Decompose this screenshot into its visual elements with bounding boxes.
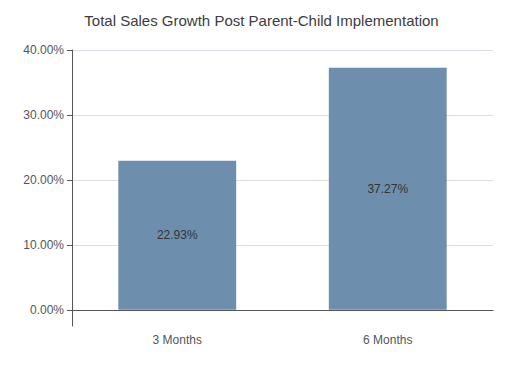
svg-text:37.27%: 37.27% (367, 182, 408, 196)
svg-text:40.00%: 40.00% (23, 43, 64, 57)
svg-text:0.00%: 0.00% (30, 303, 64, 317)
svg-text:6 Months: 6 Months (363, 333, 412, 347)
svg-text:20.00%: 20.00% (23, 173, 64, 187)
svg-text:3 Months: 3 Months (153, 333, 202, 347)
svg-text:30.00%: 30.00% (23, 108, 64, 122)
svg-text:22.93%: 22.93% (157, 228, 198, 242)
svg-text:Total Sales Growth Post Parent: Total Sales Growth Post Parent-Child Imp… (84, 12, 438, 29)
svg-text:10.00%: 10.00% (23, 238, 64, 252)
